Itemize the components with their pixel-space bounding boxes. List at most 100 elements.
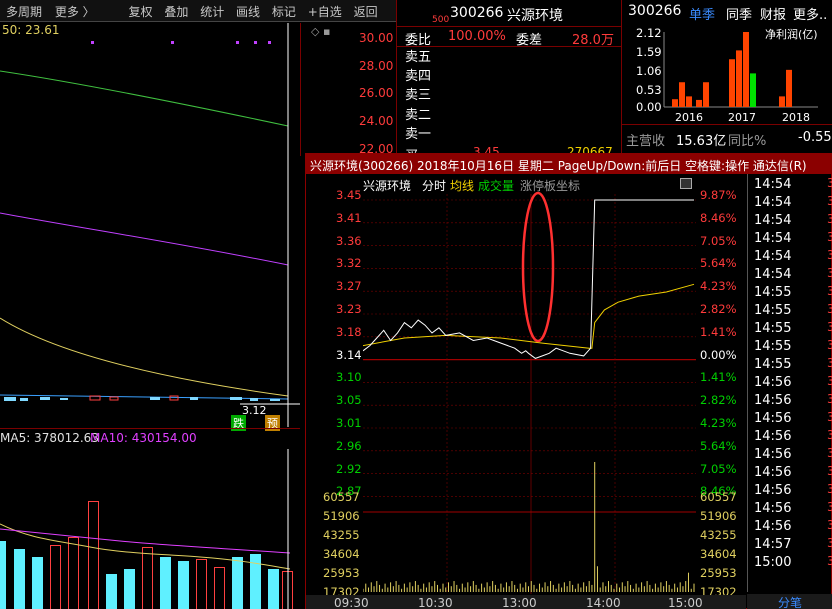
intraday-time-label: 15:00 bbox=[668, 596, 703, 609]
stats-button[interactable]: 统计 bbox=[200, 5, 225, 19]
finance-bar bbox=[786, 69, 792, 107]
revenue-value: 15.63亿 bbox=[676, 134, 727, 149]
intraday-vol-tick: 60557 bbox=[323, 490, 360, 504]
price-tick: 28.00 bbox=[359, 59, 394, 73]
fq-button[interactable]: 复权 bbox=[128, 5, 153, 19]
finance-y-tick: 0.00 bbox=[636, 100, 662, 114]
tick-time: 15:00 bbox=[754, 555, 792, 570]
intraday-pct-tick: 5.64% bbox=[700, 256, 737, 271]
tick-list-tab[interactable]: 分笔 bbox=[747, 594, 832, 609]
finance-code: 300266 bbox=[628, 3, 682, 19]
intraday-pct-tick: 4.23% bbox=[700, 279, 737, 294]
finance-x-label: 2016 bbox=[675, 111, 703, 124]
left-volume-area[interactable]: MA5: 378012.63 MA10: 430154.00 bbox=[0, 428, 300, 609]
more-button[interactable]: 更多 〉 bbox=[54, 5, 95, 19]
finance-y-tick: 1.59 bbox=[636, 45, 662, 59]
intraday-price-tick: 3.05 bbox=[336, 393, 362, 408]
intraday-price-tick: 3.23 bbox=[336, 302, 362, 316]
intraday-vol-tick-right: 51906 bbox=[700, 509, 737, 523]
popup-toggle-icon[interactable] bbox=[680, 178, 692, 189]
sell-level-4: 卖四 bbox=[405, 69, 432, 84]
intraday-time-label: 14:00 bbox=[586, 596, 621, 609]
popup-tab-volume[interactable]: 成交量 bbox=[478, 179, 515, 193]
multi-period-button[interactable]: 多周期 bbox=[6, 5, 43, 19]
intraday-price-tick: 3.10 bbox=[336, 370, 362, 385]
finance-tab-report[interactable]: 财报 bbox=[760, 8, 787, 23]
sell-level-5: 卖五 bbox=[405, 50, 432, 65]
quote-panel: 500 300266 兴源环境 委比 100.00% 委差 28.0万 卖五 卖… bbox=[396, 0, 622, 164]
finance-tab-single[interactable]: 单季 bbox=[689, 8, 716, 23]
tick-time: 14:54 bbox=[754, 195, 792, 210]
intraday-vol-tick: 43255 bbox=[323, 528, 360, 542]
intraday-price-tick: 3.14 bbox=[336, 347, 362, 362]
intraday-time-label: 09:30 bbox=[334, 596, 369, 609]
intraday-pct-tick: 1.41% bbox=[700, 370, 737, 385]
intraday-price-tick: 3.18 bbox=[336, 324, 362, 339]
finance-tab-more[interactable]: 更多.. bbox=[793, 8, 828, 23]
popup-title: 兴源环境(300266) 2018年10月16日 星期二 PageUp/Down… bbox=[310, 159, 807, 173]
draw-line-button[interactable]: 画线 bbox=[236, 5, 261, 19]
quote-marker: 500 bbox=[432, 15, 450, 25]
intraday-vol-tick: 51906 bbox=[323, 509, 360, 523]
popup-tab-stock[interactable]: 兴源环境 bbox=[363, 179, 412, 193]
intraday-pct-tick: 5.64% bbox=[700, 438, 737, 453]
window-icons[interactable]: ◇ ▪ bbox=[311, 25, 331, 38]
ma-label: 50: 23.61 bbox=[2, 23, 60, 37]
finance-x-label: 2017 bbox=[728, 111, 756, 124]
yoy-label: 同比% bbox=[728, 134, 767, 149]
mark-button[interactable]: 标记 bbox=[271, 5, 296, 19]
intraday-price-tick: 3.41 bbox=[336, 210, 362, 225]
tick-time: 14:56 bbox=[754, 465, 792, 480]
tick-time: 14:55 bbox=[754, 285, 792, 300]
tick-time: 14:55 bbox=[754, 339, 792, 354]
quote-name: 兴源环境 bbox=[507, 8, 563, 24]
tick-time: 14:54 bbox=[754, 177, 792, 192]
tick-time: 14:57 bbox=[754, 537, 792, 552]
popup-tabs: 兴源环境 分时 均线 成交量 涨停板坐标 bbox=[306, 174, 696, 194]
tick-time: 14:55 bbox=[754, 303, 792, 318]
intraday-chart[interactable] bbox=[363, 194, 696, 594]
back-button[interactable]: 返回 bbox=[353, 5, 378, 19]
intraday-pct-tick: 7.05% bbox=[700, 233, 737, 248]
add-favorite-button[interactable]: +自选 bbox=[307, 5, 342, 19]
tick-time: 14:56 bbox=[754, 375, 792, 390]
popup-tab-avg[interactable]: 均线 bbox=[450, 179, 475, 193]
popup-tab-limit[interactable]: 涨停板坐标 bbox=[520, 179, 581, 193]
finance-bar bbox=[672, 99, 678, 107]
popup-title-bar[interactable]: 兴源环境(300266) 2018年10月16日 星期二 PageUp/Down… bbox=[306, 154, 832, 174]
intraday-pct-tick: 1.41% bbox=[700, 324, 737, 339]
intraday-price-tick: 3.27 bbox=[336, 279, 362, 294]
overlay-button[interactable]: 叠加 bbox=[164, 5, 189, 19]
weibi-label: 委比 bbox=[405, 33, 432, 48]
left-kline-area[interactable]: 50: 23.61 3.12 跌 预 bbox=[0, 23, 300, 431]
finance-bar bbox=[729, 59, 735, 107]
intraday-time-label: 10:30 bbox=[418, 596, 453, 609]
finance-bar bbox=[779, 96, 785, 107]
revenue-label: 主营收 bbox=[626, 134, 666, 149]
kline-lines bbox=[0, 23, 300, 427]
finance-x-label: 2018 bbox=[782, 111, 810, 124]
intraday-vol-tick: 34604 bbox=[323, 547, 360, 561]
badge-yu: 预 bbox=[265, 415, 280, 431]
intraday-popup[interactable]: 兴源环境(300266) 2018年10月16日 星期二 PageUp/Down… bbox=[305, 153, 832, 609]
avg-price-line bbox=[363, 283, 695, 349]
intraday-price-tick: 3.36 bbox=[336, 233, 362, 248]
intraday-pct-tick: 0.00% bbox=[700, 347, 737, 362]
intraday-pct-tick: 4.23% bbox=[700, 416, 737, 430]
finance-bar bbox=[743, 32, 749, 107]
intraday-vol-tick-right: 25953 bbox=[700, 566, 737, 580]
popup-price-axis: 3.45 3.41 3.36 3.32 3.27 3.23 3.18 3.14 3.10 3.05… bbox=[306, 189, 363, 609]
tick-time: 14:56 bbox=[754, 393, 792, 408]
tick-time: 14:56 bbox=[754, 447, 792, 462]
popup-tab-fenshi[interactable]: 分时 bbox=[422, 179, 447, 193]
badge-die: 跌 bbox=[231, 415, 246, 431]
finance-tab-same[interactable]: 同季 bbox=[726, 8, 753, 23]
intraday-pct-tick: 8.46% bbox=[700, 210, 737, 225]
sell-level-2: 卖二 bbox=[405, 108, 432, 123]
tick-time: 14:54 bbox=[754, 249, 792, 264]
price-tick: 26.00 bbox=[359, 86, 394, 100]
tick-time: 14:56 bbox=[754, 483, 792, 498]
intraday-time-label: 13:00 bbox=[502, 596, 537, 609]
finance-bar bbox=[736, 50, 742, 107]
weicha-value: 28.0万 bbox=[572, 33, 614, 48]
